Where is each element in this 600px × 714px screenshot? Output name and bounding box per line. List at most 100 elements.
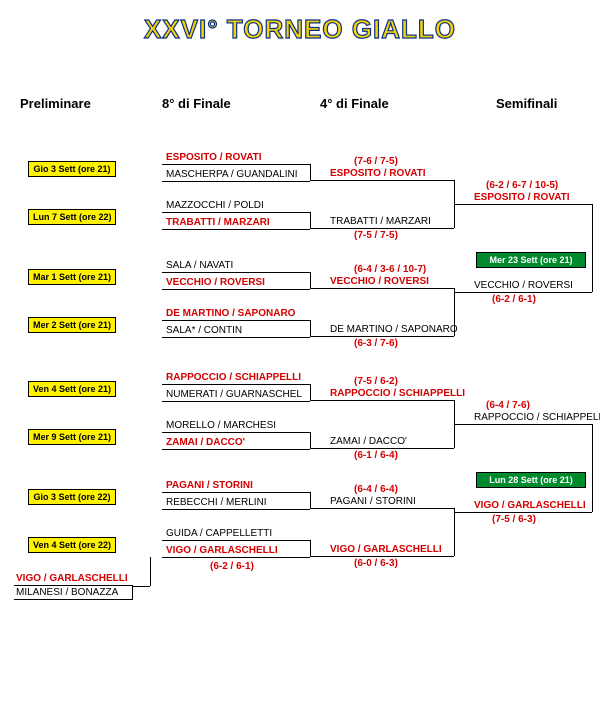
line [310, 212, 311, 229]
line [310, 320, 311, 337]
line [162, 229, 310, 230]
line [162, 212, 310, 213]
qf-score-bot-0: (7-5 / 7-5) [354, 230, 398, 241]
qf-score-bot-2: (6-1 / 6-4) [354, 450, 398, 461]
sf-team-bot-1: VIGO / GARLASCHELLI [474, 500, 586, 511]
r16-team-bot-6: REBECCHI / MERLINI [166, 497, 267, 508]
line [454, 292, 592, 293]
r16-team-top-3: DE MARTINO / SAPONARO [166, 308, 295, 319]
qf-team-top-2: RAPPOCCIO / SCHIAPPELLI [330, 388, 465, 399]
sf-score-bot-1: (7-5 / 6-3) [492, 514, 536, 525]
prelim-score: (6-2 / 6-1) [210, 561, 254, 572]
line [310, 164, 311, 181]
sf-schedule-0: Mer 23 Sett (ore 21) [476, 252, 586, 268]
qf-team-top-0: ESPOSITO / ROVATI [330, 168, 426, 179]
r16-date-1: Lun 7 Sett (ore 22) [28, 209, 116, 225]
line [310, 540, 311, 557]
qf-team-bot-3: VIGO / GARLASCHELLI [330, 544, 442, 555]
line [310, 448, 454, 449]
line [454, 424, 592, 425]
sf-score-top-1: (6-4 / 7-6) [486, 400, 530, 411]
r16-team-top-6: PAGANI / STORINI [166, 480, 253, 491]
r16-team-top-2: SALA / NAVATI [166, 260, 233, 271]
header-sf: Semifinali [496, 96, 557, 111]
line [162, 449, 310, 450]
line [162, 320, 310, 321]
line [310, 288, 454, 289]
r16-team-bot-0: MASCHERPA / GUANDALINI [166, 169, 298, 180]
line [310, 336, 454, 337]
sf-team-top-1: RAPPOCCIO / SCHIAPPELLI [474, 412, 600, 423]
qf-team-top-3: PAGANI / STORINI [330, 496, 416, 507]
r16-team-bot-7: VIGO / GARLASCHELLI [166, 545, 278, 556]
qf-score-bot-3: (6-0 / 6-3) [354, 558, 398, 569]
r16-date-0: Gio 3 Sett (ore 21) [28, 161, 116, 177]
r16-team-bot-4: NUMERATI / GUARNASCHEL [166, 389, 302, 400]
r16-date-7: Ven 4 Sett (ore 22) [28, 537, 116, 553]
qf-score-top-2: (7-5 / 6-2) [354, 376, 398, 387]
r16-team-bot-1: TRABATTI / MARZARI [166, 217, 270, 228]
qf-team-bot-2: ZAMAI / DACCO' [330, 436, 407, 447]
qf-team-top-1: VECCHIO / ROVERSI [330, 276, 429, 287]
line [162, 492, 310, 493]
sf-team-bot-0: VECCHIO / ROVERSI [474, 280, 573, 291]
tournament-title: XXVI° TORNEO GIALLO [0, 14, 600, 45]
r16-team-top-5: MORELLO / MARCHESI [166, 420, 276, 431]
r16-team-bot-5: ZAMAI / DACCO' [166, 437, 245, 448]
line [162, 401, 310, 402]
line [162, 384, 310, 385]
sf-schedule-1: Lun 28 Sett (ore 21) [476, 472, 586, 488]
prelim-team-bot: MILANESI / BONAZZA [14, 586, 132, 600]
line [310, 432, 311, 449]
r16-date-6: Gio 3 Sett (ore 22) [28, 489, 116, 505]
line [310, 508, 454, 509]
r16-date-5: Mer 9 Sett (ore 21) [28, 429, 116, 445]
line [310, 400, 454, 401]
line [454, 512, 592, 513]
r16-team-top-1: MAZZOCCHI / POLDI [166, 200, 264, 211]
sf-score-bot-0: (6-2 / 6-1) [492, 294, 536, 305]
r16-date-2: Mar 1 Sett (ore 21) [28, 269, 116, 285]
line [162, 181, 310, 182]
r16-team-top-0: ESPOSITO / ROVATI [166, 152, 262, 163]
r16-team-top-4: RAPPOCCIO / SCHIAPPELLI [166, 372, 301, 383]
qf-team-bot-1: DE MARTINO / SAPONARO [330, 324, 458, 335]
line [150, 557, 151, 586]
qf-score-top-3: (6-4 / 6-4) [354, 484, 398, 495]
qf-team-bot-0: TRABATTI / MARZARI [330, 216, 431, 227]
header-qf: 4° di Finale [320, 96, 389, 111]
line [454, 204, 592, 205]
line [310, 272, 311, 289]
line [310, 228, 454, 229]
qf-score-top-0: (7-6 / 7-5) [354, 156, 398, 167]
line [592, 204, 593, 292]
line [310, 556, 454, 557]
r16-date-3: Mer 2 Sett (ore 21) [28, 317, 116, 333]
line [454, 288, 455, 336]
line [132, 586, 150, 587]
line [310, 384, 311, 401]
r16-team-top-7: GUIDA / CAPPELLETTI [166, 528, 272, 539]
r16-date-4: Ven 4 Sett (ore 21) [28, 381, 116, 397]
r16-team-bot-3: SALA* / CONTIN [166, 325, 242, 336]
line [162, 164, 310, 165]
qf-score-bot-1: (6-3 / 7-6) [354, 338, 398, 349]
line [310, 180, 454, 181]
header-r16: 8° di Finale [162, 96, 231, 111]
line [592, 424, 593, 512]
header-prelim: Preliminare [20, 96, 91, 111]
line [162, 432, 310, 433]
line [162, 557, 310, 558]
sf-team-top-0: ESPOSITO / ROVATI [474, 192, 570, 203]
line [162, 540, 310, 541]
r16-team-bot-2: VECCHIO / ROVERSI [166, 277, 265, 288]
prelim-pair: VIGO / GARLASCHELLIMILANESI / BONAZZA [14, 572, 132, 600]
line [310, 492, 311, 509]
qf-score-top-1: (6-4 / 3-6 / 10-7) [354, 264, 426, 275]
line [162, 272, 310, 273]
line [162, 509, 310, 510]
line [162, 337, 310, 338]
prelim-team-top: VIGO / GARLASCHELLI [14, 572, 132, 586]
sf-score-top-0: (6-2 / 6-7 / 10-5) [486, 180, 558, 191]
line [454, 508, 455, 556]
